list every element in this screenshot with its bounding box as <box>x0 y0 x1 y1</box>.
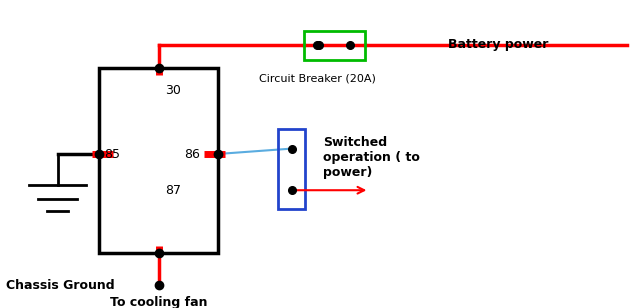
Text: 87: 87 <box>165 184 181 197</box>
Text: To cooling fan: To cooling fan <box>110 296 207 308</box>
Bar <box>304 31 365 60</box>
Text: 30: 30 <box>165 84 181 97</box>
Bar <box>99 68 218 253</box>
Text: Battery power: Battery power <box>448 38 548 51</box>
Text: Circuit Breaker (20A): Circuit Breaker (20A) <box>259 74 376 84</box>
Text: 85: 85 <box>104 148 120 160</box>
Text: Chassis Ground: Chassis Ground <box>6 279 115 292</box>
Text: Switched
operation ( to
power): Switched operation ( to power) <box>323 136 420 179</box>
Bar <box>278 129 305 209</box>
Text: 86: 86 <box>184 148 200 160</box>
